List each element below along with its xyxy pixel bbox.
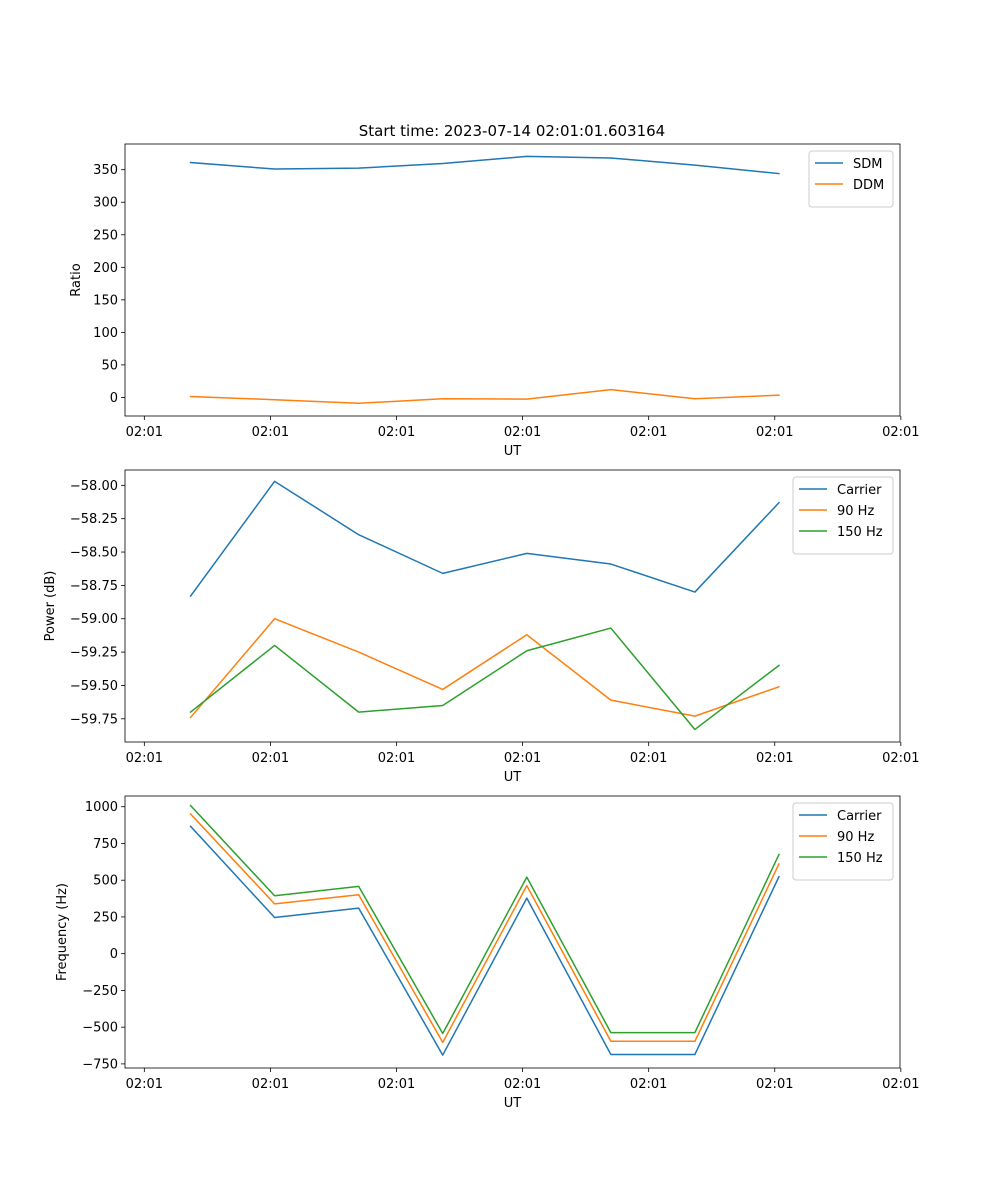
x-tick-label: 02:01 bbox=[756, 751, 793, 766]
legend-entry: 150 Hz bbox=[837, 851, 883, 866]
x-tick-label: 02:01 bbox=[882, 425, 919, 440]
y-tick-label: −59.50 bbox=[70, 679, 118, 694]
x-tick-label: 02:01 bbox=[504, 425, 541, 440]
y-tick-label: 250 bbox=[93, 910, 118, 925]
x-tick-label: 02:01 bbox=[630, 425, 667, 440]
series-line-ddm bbox=[189, 388, 780, 405]
y-tick-label: 50 bbox=[101, 358, 118, 373]
y-tick-label: −250 bbox=[82, 984, 118, 999]
legend-box bbox=[792, 476, 894, 555]
series-line-150-hz bbox=[189, 627, 781, 731]
y-tick-label: −58.25 bbox=[70, 512, 118, 527]
y-axis-label: Frequency (Hz) bbox=[55, 883, 70, 981]
x-tick-label: 02:01 bbox=[252, 751, 289, 766]
x-tick-label: 02:01 bbox=[882, 751, 919, 766]
legend-entry: 90 Hz bbox=[837, 504, 874, 519]
x-tick-label: 02:01 bbox=[126, 425, 163, 440]
x-tick-label: 02:01 bbox=[126, 751, 163, 766]
series-line-150-hz bbox=[189, 804, 780, 1035]
y-tick-label: 0 bbox=[110, 947, 118, 962]
y-tick-label: 300 bbox=[93, 196, 118, 211]
y-tick-label: −58.00 bbox=[70, 479, 118, 494]
y-tick-label: 150 bbox=[93, 293, 118, 308]
x-tick-label: 02:01 bbox=[504, 751, 541, 766]
series-line-90-hz bbox=[189, 813, 780, 1044]
legend-entry: DDM bbox=[853, 178, 884, 193]
legend-box bbox=[808, 150, 894, 208]
legend-entry: SDM bbox=[853, 157, 882, 172]
y-tick-label: 100 bbox=[93, 326, 118, 341]
x-tick-label: 02:01 bbox=[756, 425, 793, 440]
axes-frame bbox=[124, 469, 901, 743]
x-axis-label: UT bbox=[504, 444, 522, 459]
y-tick-label: 1000 bbox=[85, 800, 118, 815]
x-tick-label: 02:01 bbox=[252, 425, 289, 440]
power-panel: 02:01 02:01 02:01 02:01 02:01 02:01 02:01 −58.0… bbox=[43, 469, 920, 785]
series-line-carrier bbox=[189, 825, 780, 1056]
ratio-panel: 02:01 02:01 02:01 02:01 02:01 02:01 02:01 0 50 10… bbox=[69, 143, 920, 459]
y-tick-label: −58.75 bbox=[70, 579, 118, 594]
legend-box bbox=[792, 802, 894, 881]
x-tick-label: 02:01 bbox=[252, 1077, 289, 1092]
legend-entry: 90 Hz bbox=[837, 830, 874, 845]
x-tick-label: 02:01 bbox=[504, 1077, 541, 1092]
y-tick-label: −750 bbox=[82, 1057, 118, 1072]
series-line-90-hz bbox=[189, 617, 780, 719]
x-tick-label: 02:01 bbox=[882, 1077, 919, 1092]
legend-entry: Carrier bbox=[837, 809, 882, 824]
x-tick-label: 02:01 bbox=[378, 1077, 415, 1092]
chart-title: Start time: 2023-07-14 02:01:01.603164 bbox=[359, 122, 665, 140]
y-tick-label: 500 bbox=[93, 874, 118, 889]
y-tick-label: −59.25 bbox=[70, 646, 118, 661]
y-axis-label: Power (dB) bbox=[43, 571, 58, 642]
y-tick-label: 200 bbox=[93, 261, 118, 276]
x-tick-label: 02:01 bbox=[126, 1077, 163, 1092]
x-tick-label: 02:01 bbox=[630, 751, 667, 766]
y-tick-label: 750 bbox=[93, 837, 118, 852]
y-tick-label: 0 bbox=[110, 391, 118, 406]
x-axis-label: UT bbox=[504, 770, 522, 785]
series-line-sdm bbox=[189, 155, 780, 175]
x-tick-label: 02:01 bbox=[378, 751, 415, 766]
x-tick-label: 02:01 bbox=[630, 1077, 667, 1092]
frequency-panel: 02:01 02:01 02:01 02:01 02:01 02:01 02:01 1000 7… bbox=[55, 795, 920, 1111]
y-axis-label: Ratio bbox=[69, 263, 84, 296]
x-axis-label: UT bbox=[504, 1096, 522, 1111]
y-tick-label: 350 bbox=[93, 163, 118, 178]
x-tick-label: 02:01 bbox=[756, 1077, 793, 1092]
y-tick-label: −500 bbox=[82, 1021, 118, 1036]
axes-frame bbox=[124, 795, 901, 1069]
legend-entry: 150 Hz bbox=[837, 525, 883, 540]
y-tick-label: 250 bbox=[93, 228, 118, 243]
series-line-carrier bbox=[189, 480, 781, 598]
y-tick-label: −59.00 bbox=[70, 612, 118, 627]
x-tick-label: 02:01 bbox=[378, 425, 415, 440]
y-tick-label: −59.75 bbox=[70, 712, 118, 727]
y-tick-label: −58.50 bbox=[70, 546, 118, 561]
axes-frame bbox=[124, 143, 901, 417]
legend-entry: Carrier bbox=[837, 483, 882, 498]
